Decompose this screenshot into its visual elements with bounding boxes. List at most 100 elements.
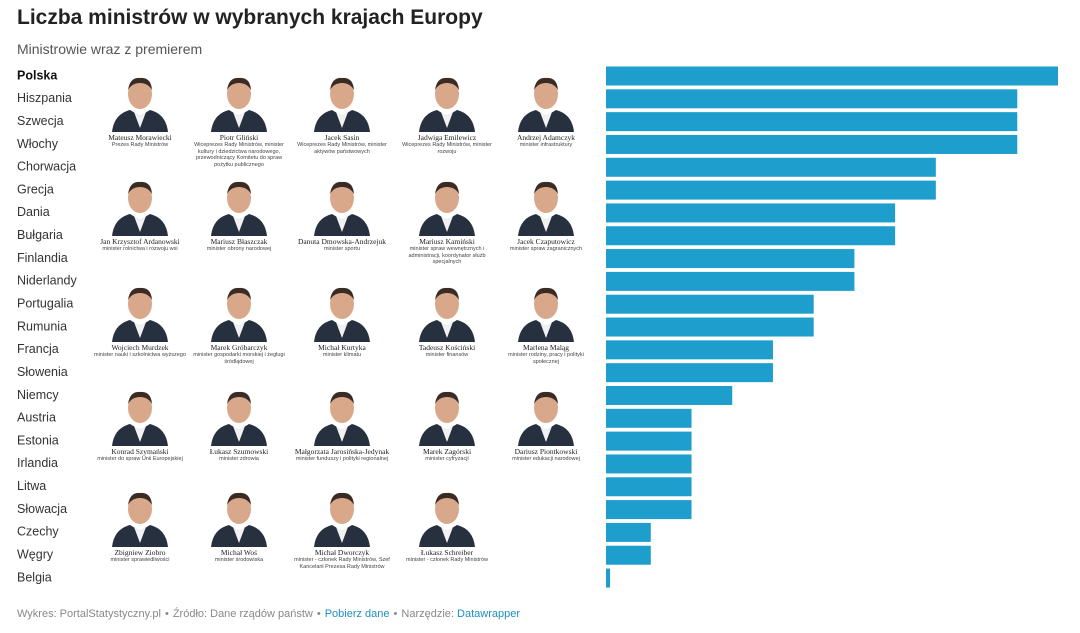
bar [606,134,1018,154]
minister-card: Łukasz Szumowski minister zdrowia [187,380,291,485]
footer-tool-label: Narzędzie: [401,608,454,620]
minister-card: Marek Zagórski minister cyfryzacji [395,380,499,485]
minister-name: Mariusz Błaszczak [210,237,268,246]
minister-photo [314,391,370,446]
shirt [540,112,552,128]
minister-photo [518,77,574,132]
bar [606,157,936,177]
minister-name: Marlena Maląg [522,343,570,352]
minister-card: Jadwiga Emilewicz Wiceprezes Rady Ministr… [395,66,499,171]
category-label: Czechy [17,525,59,539]
shirt [336,322,348,338]
shirt [134,322,146,338]
head [128,79,152,109]
tool-link[interactable]: Datawrapper [457,608,521,620]
minister-role: minister rodziny, pracy i polityki społe… [508,352,584,365]
category-label: Słowacja [17,502,67,516]
bar [606,363,773,383]
minister-photo [518,287,574,342]
hair [435,77,459,90]
separator [161,608,173,620]
minister-card: Jacek Czaputowicz minister spraw zagranic… [494,170,598,275]
category-label: Włochy [17,137,59,151]
minister-photo [211,181,267,236]
hair [534,77,558,90]
hair [227,77,251,90]
hair [128,287,152,300]
shirt [233,112,245,128]
shirt [540,322,552,338]
head [227,393,251,423]
minister-card: Michał Woś minister środowiska [187,481,291,586]
hair [330,287,354,300]
minister-role: Wiceprezes Rady Ministrów, minister rozw… [402,142,492,155]
minister-card: Małgorzata Jarosińska-Jedynak minister fu… [290,380,394,485]
bar [606,385,733,405]
minister-card: Tadeusz Kościński minister finansów [395,276,499,381]
shirt [233,527,245,543]
chart-subtitle: Ministrowie wraz z premierem [17,41,203,57]
bar [606,180,936,200]
minister-role: minister finansów [425,352,469,358]
minister-name: Wojciech Murdzek [111,343,169,352]
separator [390,608,402,620]
minister-name: Zbigniew Ziobro [114,548,166,557]
head [227,289,251,319]
category-label: Belgia [17,570,52,584]
ministers-collage: Mateusz Morawiecki Prezes Rady Ministrów P… [80,66,600,591]
minister-card: Dariusz Piontkowski minister edukacji nar… [494,380,598,485]
head [534,183,558,213]
head [128,289,152,319]
category-label: Francja [17,342,59,356]
head [435,289,459,319]
hair [227,492,251,505]
hair [435,492,459,505]
shirt [336,426,348,442]
minister-photo [314,181,370,236]
hair [330,492,354,505]
minister-role: minister gospodarki morskiej i żeglugi ś… [193,352,285,365]
minister-name: Mateusz Morawiecki [108,133,172,142]
download-link[interactable]: Pobierz dane [324,608,390,620]
hair [330,391,354,404]
bar [606,271,855,291]
hair [534,287,558,300]
hair [227,287,251,300]
shirt [441,112,453,128]
category-label: Słowenia [17,365,68,379]
bar [606,249,855,269]
minister-name: Piotr Gliński [219,133,259,142]
minister-role: Wiceprezes Rady Ministrów, minister kult… [194,142,284,168]
minister-photo [211,391,267,446]
category-label: Finlandia [17,251,68,265]
minister-card: Andrzej Adamczyk minister infrastruktury [494,66,598,171]
minister-name: Tadeusz Kościński [418,343,476,352]
category-label: Szwecja [17,114,64,128]
head [330,79,354,109]
minister-name: Michał Dworczyk [314,548,370,557]
minister-photo [314,492,370,547]
minister-card: Mariusz Kamiński minister spraw wewnętrzn… [395,170,499,275]
bar [606,294,814,314]
head [330,393,354,423]
minister-card: Marlena Maląg minister rodziny, pracy i p… [494,276,598,381]
bar [606,317,814,337]
hair [227,391,251,404]
head [227,79,251,109]
minister-role: minister rolnictwa i rozwoju wsi [102,246,178,252]
head [128,494,152,524]
minister-role: minister edukacji narodowej [512,456,580,462]
shirt [540,426,552,442]
minister-card: Jacek Sasin Wiceprezes Rady Ministrów, mi… [290,66,394,171]
bar [606,431,692,451]
shirt [336,112,348,128]
category-label: Estonia [17,433,59,447]
minister-name: Konrad Szymański [111,447,169,456]
minister-role: minister - członek Rady Ministrów, Szef … [294,557,390,570]
shirt [134,112,146,128]
minister-role: minister do spraw Unii Europejskiej [97,456,183,462]
minister-name: Marek Zagórski [422,447,472,456]
minister-card: Piotr Gliński Wiceprezes Rady Ministrów, … [187,66,291,171]
minister-photo [211,492,267,547]
